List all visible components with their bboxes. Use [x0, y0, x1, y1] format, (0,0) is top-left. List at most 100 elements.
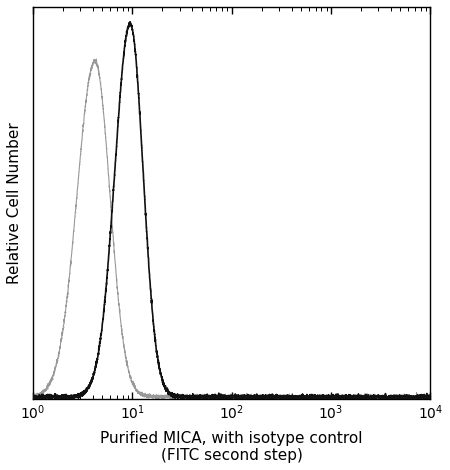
Point [55, 351, 63, 358]
Point [118, 75, 125, 82]
Point [103, 279, 110, 287]
Point [117, 321, 125, 329]
Point [131, 40, 138, 47]
Point [138, 141, 145, 148]
Point [92, 57, 99, 65]
Point [148, 296, 155, 303]
Point [102, 134, 109, 141]
Point [117, 89, 124, 96]
Point [121, 46, 128, 54]
Point [99, 94, 106, 101]
Point [89, 376, 96, 384]
Point [94, 355, 101, 363]
Point [131, 384, 138, 391]
Point [85, 78, 92, 86]
Point [156, 366, 163, 373]
Point [120, 52, 127, 60]
Point [92, 60, 99, 67]
Point [122, 41, 129, 49]
Point [118, 68, 126, 76]
Point [126, 21, 134, 28]
Point [99, 104, 107, 111]
Point [112, 149, 120, 156]
Point [101, 121, 108, 129]
Point [97, 335, 104, 343]
Point [144, 233, 151, 241]
Point [50, 371, 57, 378]
Point [138, 143, 145, 151]
Point [109, 233, 117, 240]
Point [140, 177, 147, 184]
Point [45, 384, 52, 392]
Point [152, 342, 159, 349]
Point [69, 238, 76, 245]
Point [61, 319, 68, 327]
Point [108, 208, 115, 216]
Point [91, 368, 98, 376]
Point [74, 180, 81, 187]
Point [114, 120, 122, 127]
Point [114, 123, 122, 130]
Point [130, 381, 138, 388]
Point [119, 66, 126, 74]
Point [78, 143, 85, 150]
Point [122, 352, 129, 359]
Point [112, 263, 119, 271]
Point [76, 160, 83, 168]
Point [96, 339, 104, 347]
Point [86, 74, 93, 82]
Point [137, 126, 144, 134]
Point [105, 255, 112, 262]
Point [122, 354, 130, 361]
Point [120, 49, 127, 57]
Point [44, 384, 51, 391]
Point [113, 131, 121, 138]
Point [157, 369, 164, 377]
Point [121, 343, 128, 351]
Point [66, 269, 73, 277]
Point [123, 357, 130, 365]
Point [128, 378, 135, 386]
Point [118, 331, 126, 339]
Point [72, 208, 79, 215]
Point [52, 363, 59, 371]
Point [122, 36, 129, 44]
Point [90, 58, 97, 66]
Point [161, 384, 168, 392]
Point [154, 354, 161, 361]
Point [152, 335, 159, 343]
Point [54, 355, 61, 363]
Point [130, 380, 137, 388]
Point [115, 106, 122, 113]
Point [155, 361, 162, 368]
Point [68, 258, 75, 265]
Point [124, 24, 131, 31]
Point [79, 125, 86, 133]
Point [136, 102, 143, 110]
Point [104, 164, 112, 172]
Point [155, 361, 162, 369]
Point [151, 330, 158, 337]
Point [158, 376, 165, 383]
Point [53, 361, 60, 369]
Point [103, 280, 110, 288]
Point [75, 174, 82, 182]
Point [96, 339, 104, 346]
Point [84, 86, 91, 93]
Point [158, 371, 165, 379]
Point [157, 369, 164, 377]
Point [86, 73, 93, 80]
Point [72, 204, 80, 212]
Point [153, 349, 161, 357]
Point [79, 127, 86, 134]
Point [111, 170, 118, 177]
Point [54, 356, 62, 363]
Point [153, 346, 160, 354]
Point [64, 288, 72, 296]
Point [75, 175, 82, 183]
Point [109, 197, 117, 204]
Point [130, 380, 138, 388]
Point [80, 122, 87, 129]
Point [95, 343, 102, 351]
Point [139, 159, 146, 166]
